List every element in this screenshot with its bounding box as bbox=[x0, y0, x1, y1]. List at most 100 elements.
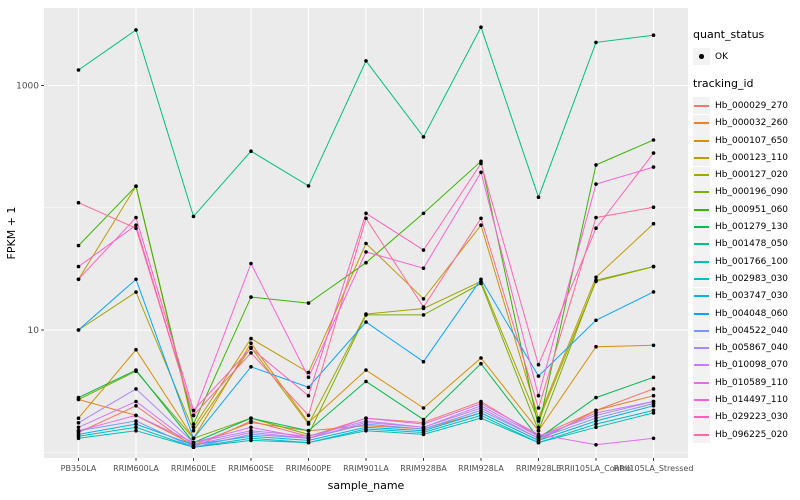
x-tick-label: RRIM600LA bbox=[113, 464, 159, 473]
data-point bbox=[651, 393, 656, 398]
legend-key bbox=[693, 270, 710, 288]
legend-key bbox=[693, 218, 710, 236]
legend-swatch-icon bbox=[694, 122, 709, 125]
data-point bbox=[134, 399, 138, 404]
data-point bbox=[249, 365, 253, 369]
data-point bbox=[134, 419, 138, 423]
legend-key bbox=[693, 339, 710, 357]
x-tick-label: RRIM600SE bbox=[228, 464, 274, 473]
data-point bbox=[651, 399, 656, 404]
data-point bbox=[249, 346, 253, 351]
data-point bbox=[536, 425, 541, 430]
data-point bbox=[364, 379, 368, 384]
legend: quant_status OK tracking_id Hb_000029_27… bbox=[693, 28, 799, 444]
data-point bbox=[306, 413, 311, 418]
data-point bbox=[594, 411, 598, 415]
legend-swatch-icon bbox=[694, 208, 709, 211]
legend-key bbox=[693, 132, 710, 150]
data-point bbox=[76, 243, 81, 248]
data-point bbox=[651, 221, 656, 226]
data-point bbox=[134, 347, 138, 352]
legend-key bbox=[693, 356, 710, 374]
data-point bbox=[134, 28, 138, 32]
data-point bbox=[364, 368, 368, 372]
data-point bbox=[191, 214, 196, 219]
data-point bbox=[651, 343, 656, 348]
data-point bbox=[191, 428, 196, 433]
data-point bbox=[76, 428, 81, 433]
x-tick-label: RRIM928LE bbox=[516, 464, 561, 473]
legend-item-label: Hb_010589_110 bbox=[715, 377, 789, 388]
data-point bbox=[536, 428, 541, 433]
data-point bbox=[134, 290, 138, 294]
data-point bbox=[479, 401, 483, 406]
data-point bbox=[594, 425, 598, 430]
legend-item: Hb_000196_090 bbox=[693, 183, 799, 201]
data-point bbox=[76, 264, 81, 269]
legend-item: Hb_000029_270 bbox=[693, 97, 799, 115]
data-point bbox=[134, 368, 138, 372]
data-point bbox=[249, 341, 253, 346]
legend-swatch-icon bbox=[694, 381, 709, 384]
data-point bbox=[306, 385, 311, 390]
data-point bbox=[134, 387, 138, 391]
data-point bbox=[364, 241, 368, 246]
legend-label-ok: OK bbox=[715, 51, 728, 62]
legend-key bbox=[693, 374, 710, 392]
data-point bbox=[651, 290, 656, 294]
x-tick-label: RRIM928LA bbox=[458, 464, 504, 473]
data-point bbox=[421, 313, 426, 317]
data-point bbox=[76, 395, 81, 400]
data-point bbox=[134, 215, 138, 220]
legend-item-label: Hb_000032_260 bbox=[715, 118, 789, 129]
legend-key bbox=[693, 287, 710, 305]
data-point bbox=[364, 313, 368, 317]
data-point bbox=[421, 417, 426, 422]
legend-item-label: Hb_002983_030 bbox=[715, 273, 789, 284]
data-point bbox=[76, 328, 81, 332]
legend-item: Hb_001478_050 bbox=[693, 235, 799, 253]
data-point bbox=[594, 344, 598, 349]
data-point bbox=[536, 436, 541, 441]
legend-item-label: Hb_003747_030 bbox=[715, 291, 789, 302]
data-point bbox=[651, 138, 656, 142]
data-point bbox=[479, 25, 483, 30]
data-point bbox=[651, 387, 656, 391]
data-point bbox=[651, 33, 656, 37]
legend-item: Hb_000107_650 bbox=[693, 132, 799, 150]
legend-spacer bbox=[693, 65, 799, 77]
legend-item-label: Hb_001478_050 bbox=[715, 239, 789, 250]
data-point bbox=[479, 161, 483, 166]
data-point bbox=[479, 416, 483, 421]
data-point bbox=[651, 165, 656, 169]
y-tick-label: 1000 bbox=[16, 82, 39, 92]
data-point bbox=[76, 416, 81, 421]
legend-swatch-icon bbox=[694, 174, 709, 177]
legend-item: Hb_000123_110 bbox=[693, 149, 799, 167]
y-tick-label: 10 bbox=[28, 326, 40, 336]
data-point bbox=[479, 356, 483, 360]
legend-swatch-icon bbox=[694, 243, 709, 246]
x-tick-label: RRIM901LA bbox=[343, 464, 389, 473]
data-point bbox=[421, 305, 426, 309]
legend-items: Hb_000029_270 Hb_000032_260 Hb_000107_650 H… bbox=[693, 97, 799, 444]
legend-item-label: Hb_029223_030 bbox=[715, 412, 789, 423]
data-point bbox=[364, 416, 368, 421]
legend-item-label: Hb_000951_060 bbox=[715, 204, 789, 215]
x-tick-label: RRII105LA_Stressed bbox=[614, 464, 694, 473]
data-point bbox=[134, 425, 138, 430]
data-point bbox=[249, 420, 253, 425]
data-point bbox=[249, 149, 253, 153]
data-point bbox=[364, 260, 368, 265]
data-point bbox=[364, 425, 368, 430]
data-point bbox=[594, 419, 598, 423]
data-point bbox=[479, 170, 483, 175]
legend-item-label: Hb_010098_070 bbox=[715, 360, 789, 371]
legend-item-label: Hb_005867_040 bbox=[715, 343, 789, 354]
x-tick-label: RRIM600LE bbox=[171, 464, 216, 473]
data-point bbox=[249, 295, 253, 299]
data-point bbox=[249, 261, 253, 266]
data-point bbox=[134, 422, 138, 426]
data-point bbox=[479, 277, 483, 282]
legend-item-label: Hb_000196_090 bbox=[715, 187, 789, 198]
